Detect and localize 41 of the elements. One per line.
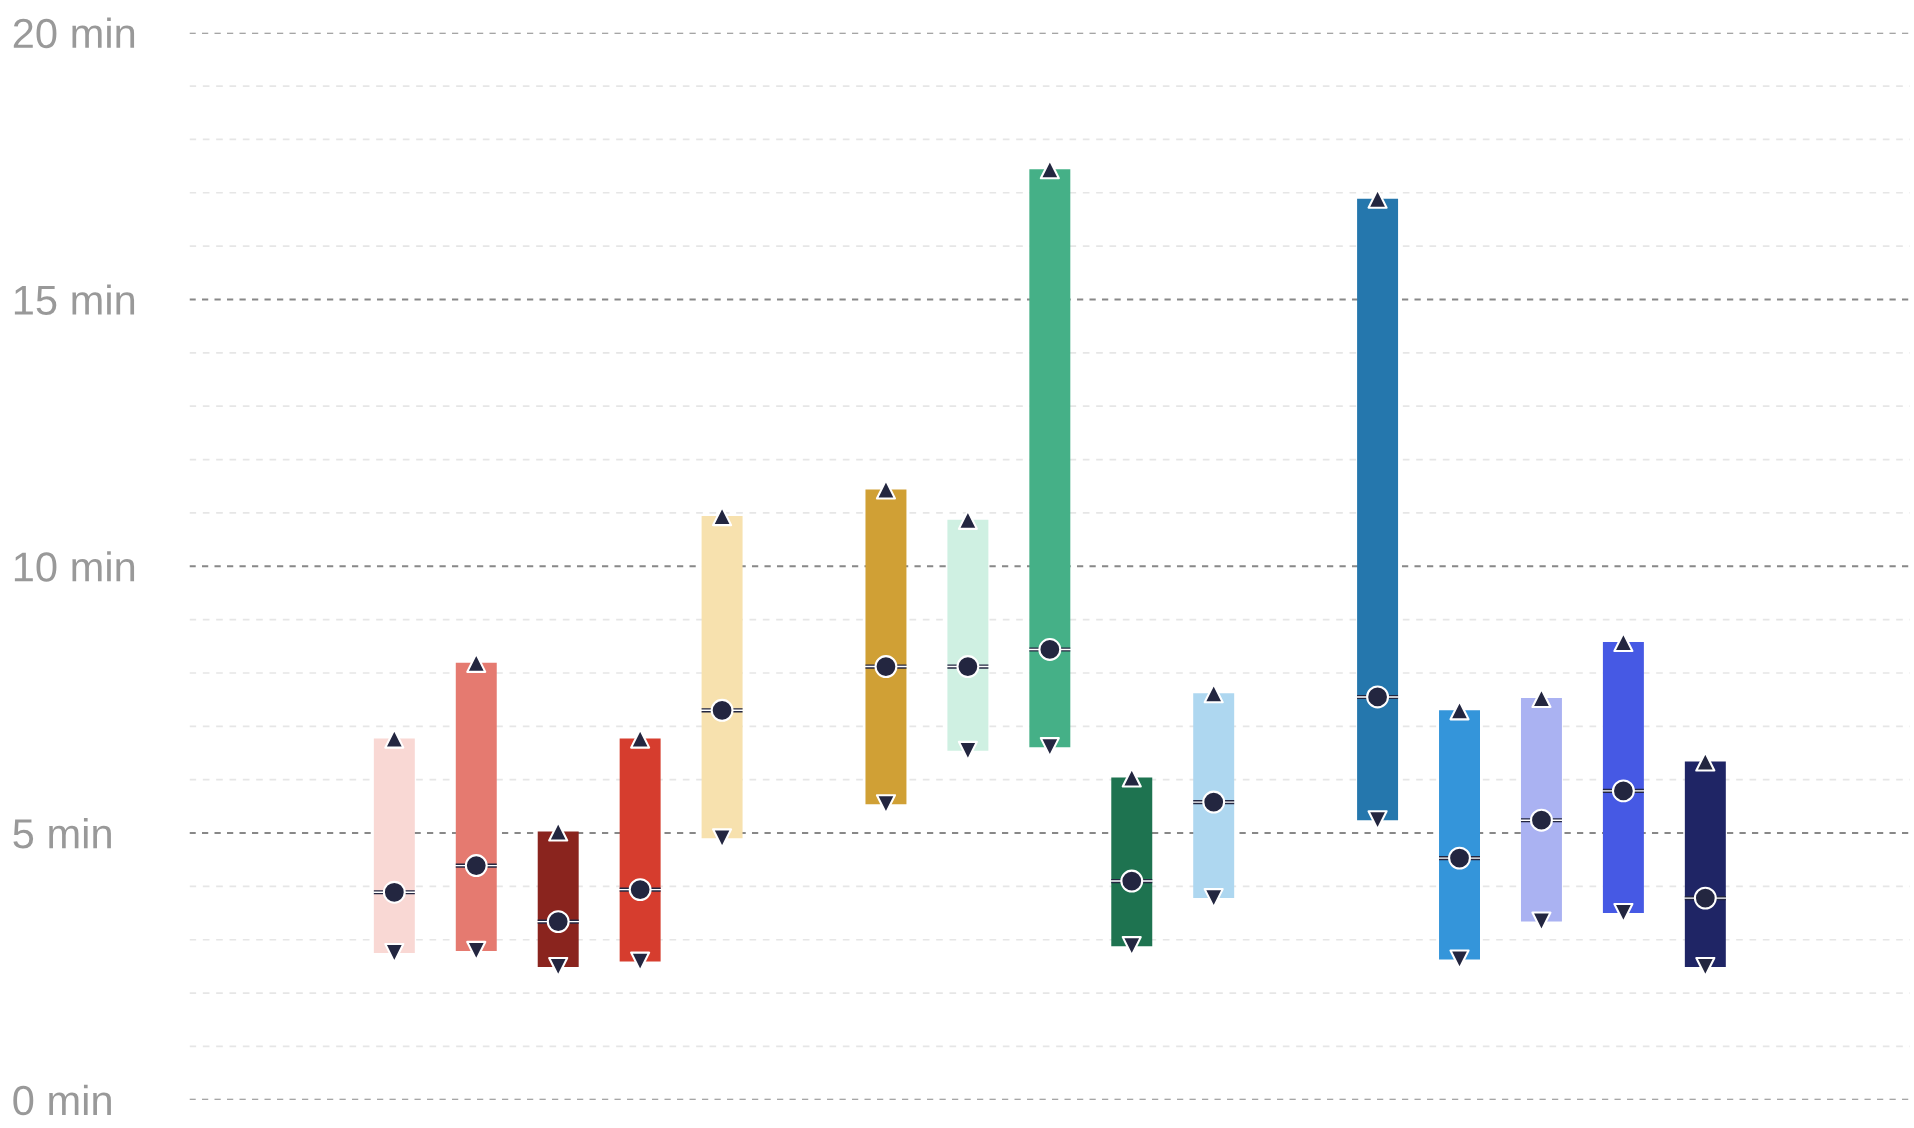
point (1448, 846, 1471, 870)
point (1039, 159, 1060, 180)
point (1366, 685, 1390, 709)
y-tick-label: 0 min (13, 1084, 111, 1116)
point (382, 880, 406, 904)
bar (865, 489, 907, 805)
bar (373, 738, 415, 954)
bar (1029, 169, 1071, 748)
point (1693, 886, 1717, 910)
point (957, 740, 978, 761)
point (1202, 790, 1226, 814)
y-tick-label: 10 min (14, 551, 135, 582)
y-tick-label: 15 min (14, 284, 135, 315)
point (628, 878, 652, 902)
y-tick-label: 5 min (13, 817, 111, 849)
point (956, 655, 980, 679)
y-tick-label: 20 min (13, 17, 135, 49)
point (710, 698, 734, 722)
point (957, 509, 978, 530)
point (1038, 638, 1062, 661)
point (464, 854, 488, 878)
bar (455, 662, 497, 951)
point (1203, 683, 1224, 704)
point (1611, 779, 1635, 803)
point (1530, 808, 1553, 832)
point (546, 910, 570, 934)
bar (1193, 693, 1235, 899)
point (712, 506, 733, 527)
point (1531, 911, 1552, 932)
point (875, 479, 897, 500)
point (1449, 700, 1470, 721)
point (1120, 869, 1144, 893)
bar (1602, 642, 1644, 914)
bar (1520, 698, 1562, 922)
point (548, 821, 569, 842)
point (630, 951, 651, 972)
bar (1439, 710, 1480, 960)
point (874, 655, 898, 679)
bar (947, 519, 989, 751)
bar (1357, 198, 1399, 821)
bar (701, 516, 743, 839)
